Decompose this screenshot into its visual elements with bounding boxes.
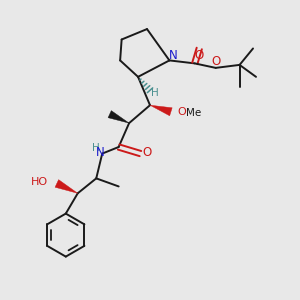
Text: Me: Me [186,108,202,118]
Text: O: O [195,50,204,62]
Text: N: N [96,146,105,159]
Text: H: H [152,88,159,98]
Text: O: O [212,55,221,68]
Text: N: N [169,49,177,62]
Polygon shape [150,105,172,116]
Text: O: O [142,146,152,160]
Text: HO: HO [31,177,48,187]
Polygon shape [108,111,129,123]
Text: O: O [178,107,186,117]
Polygon shape [55,180,78,193]
Text: H: H [92,142,100,153]
